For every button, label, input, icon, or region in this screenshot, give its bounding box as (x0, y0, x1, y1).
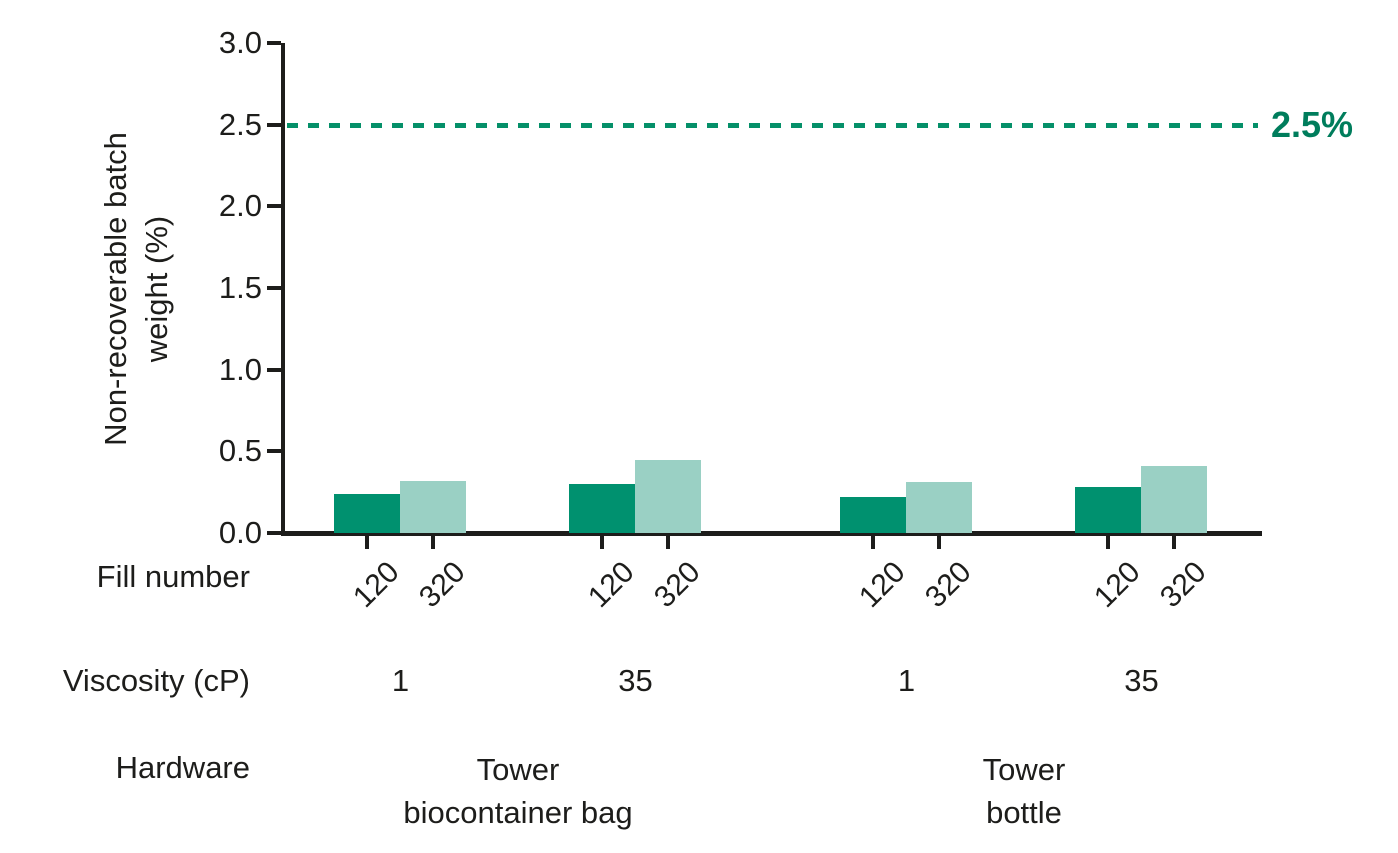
hardware-label: Tower biocontainer bag (338, 748, 698, 834)
y-axis-title-line1: Non-recoverable batch (98, 132, 133, 446)
bar-fill-320 (1141, 466, 1207, 533)
fill-number-label: 320 (647, 555, 707, 615)
x-axis-line (281, 531, 1262, 536)
y-tick-label: 1.0 (218, 351, 262, 387)
y-tick-label: 0.0 (218, 515, 262, 550)
viscosity-value: 35 (618, 663, 653, 698)
bar-fill-120 (569, 484, 635, 533)
fill-number-label: 120 (346, 555, 406, 615)
y-tick (267, 367, 281, 372)
y-tick (267, 41, 281, 45)
x-tick (1172, 536, 1176, 549)
x-tick (431, 536, 435, 549)
y-axis-title-line2: weight (%) (139, 215, 174, 363)
y-tick (267, 286, 281, 290)
viscosity-value: 1 (391, 663, 410, 698)
x-tick (1106, 536, 1110, 549)
bar-fill-320 (906, 482, 972, 533)
reference-line-label: 2.5% (1271, 104, 1354, 145)
row-header-hardware: Hardware (115, 750, 250, 785)
y-tick (267, 204, 281, 209)
y-tick-label: 3.0 (218, 25, 262, 60)
row-header-fill-number: Fill number (96, 559, 250, 594)
y-tick-label: 0.5 (218, 433, 262, 469)
y-tick (267, 122, 281, 127)
fill-number-label: 320 (412, 555, 472, 615)
fill-number-label: 120 (581, 555, 641, 615)
hardware-label-line: biocontainer bag (403, 795, 633, 830)
x-tick (871, 536, 875, 549)
bar-fill-120 (1075, 487, 1141, 533)
y-tick-label: 2.5 (218, 106, 262, 142)
viscosity-value: 35 (1124, 663, 1159, 698)
hardware-label-line: Tower (476, 752, 560, 787)
x-tick (365, 536, 369, 549)
reference-line (287, 122, 1258, 128)
row-header-viscosity: Viscosity (cP) (62, 663, 250, 698)
y-tick (267, 449, 281, 454)
x-tick (937, 536, 941, 549)
y-axis-title: Non-recoverable batch weight (%) (95, 39, 179, 539)
hardware-label-line: Tower (982, 752, 1066, 787)
fill-number-label: 120 (852, 555, 912, 615)
bar-fill-320 (400, 480, 466, 533)
bar-fill-120 (334, 493, 400, 533)
viscosity-value: 1 (897, 663, 916, 698)
y-tick-label: 1.5 (218, 270, 262, 305)
fill-number-label: 320 (1153, 555, 1213, 615)
y-axis-line (281, 43, 285, 536)
bar-fill-120 (840, 497, 906, 533)
x-tick (666, 536, 670, 549)
y-tick-label: 2.0 (218, 188, 262, 224)
fill-number-label: 320 (918, 555, 978, 615)
bar-fill-320 (635, 459, 701, 533)
x-tick (600, 536, 604, 549)
fill-number-label: 120 (1087, 555, 1147, 615)
hardware-label-line: bottle (986, 795, 1062, 830)
y-tick (267, 531, 281, 535)
hardware-label: Tower bottle (844, 748, 1204, 834)
